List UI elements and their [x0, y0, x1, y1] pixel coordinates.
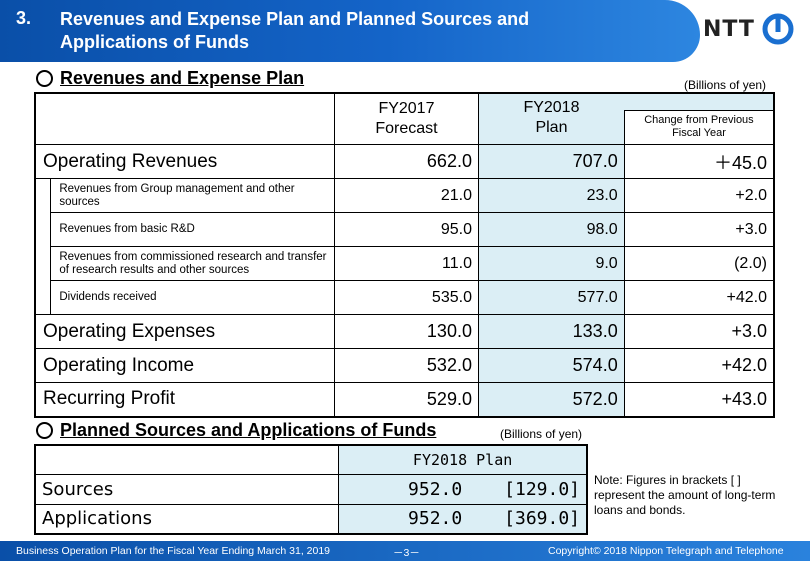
ntt-logo: NTT — [703, 13, 795, 45]
header-fy2018-line2: Plan — [535, 119, 568, 136]
row-label: Recurring Profit — [34, 382, 335, 417]
sources-applications-table: FY2018 Plan Sources 952.0 [129.0] Applic… — [34, 444, 588, 535]
indent-cell — [34, 246, 52, 281]
row-label: Operating Income — [34, 348, 335, 383]
cell-fy2017: 11.0 — [333, 246, 479, 281]
header-change-line1: Change from Previous — [644, 114, 754, 126]
table-row: Recurring Profit 529.0 572.0 +43.0 — [34, 382, 775, 417]
cell-fy2018: 9.0 — [477, 246, 625, 281]
section1-title: Revenues and Expense Plan — [36, 68, 304, 89]
note-text: Note: Figures in brackets [ ] represent … — [594, 473, 776, 517]
cell-change: +42.0 — [623, 280, 775, 315]
header-band: 3. Revenues and Expense Plan and Planned… — [0, 0, 700, 62]
table-header-row: FY2017 Forecast FY2018 Plan Change from … — [34, 92, 775, 145]
table-row: Revenues from Group management and other… — [34, 178, 775, 213]
cell-fy2018: 572.0 — [477, 382, 625, 417]
footer-copyright: Copyright© 2018 Nippon Telegraph and Tel… — [548, 545, 784, 557]
row-label: Dividends received — [50, 280, 335, 315]
cell-fy2018: 133.0 — [477, 314, 625, 349]
cell-fy2018: 98.0 — [477, 212, 625, 247]
bullet-circle-icon — [36, 70, 53, 87]
cell-value: 952.0 — [338, 473, 471, 505]
cell-bracket: [369.0] — [470, 503, 588, 535]
revenue-expense-table: FY2017 Forecast FY2018 Plan Change from … — [34, 92, 775, 418]
header-change-line2: Fiscal Year — [672, 127, 726, 139]
cell-bracket: [129.0] — [470, 473, 588, 505]
page-title-line2: Applications of Funds — [60, 32, 249, 52]
table-row: Dividends received 535.0 577.0 +42.0 — [34, 280, 775, 315]
section1-unit: (Billions of yen) — [684, 78, 767, 92]
logo-text: NTT — [703, 16, 755, 42]
section1-title-text: Revenues and Expense Plan — [60, 68, 305, 88]
cell-value: 952.0 — [338, 503, 471, 535]
table-header-row: FY2018 Plan — [34, 444, 588, 475]
page-title-line1: Revenues and Expense Plan and Planned So… — [60, 9, 530, 29]
header-fy2017-line2: Forecast — [375, 120, 438, 137]
cell-fy2017: 21.0 — [333, 178, 479, 213]
page-number: －3－ — [393, 547, 420, 559]
cell-change: +43.0 — [623, 382, 775, 417]
header-empty-cell — [34, 444, 340, 475]
header-fy2018: FY2018 Plan Change from Previous Fiscal … — [477, 92, 775, 145]
section2-unit: (Billions of yen) — [500, 427, 583, 441]
cell-fy2017: 662.0 — [333, 144, 479, 179]
cell-fy2018: 574.0 — [477, 348, 625, 383]
cell-change: (2.0) — [623, 246, 775, 281]
footer: Business Operation Plan for the Fiscal Y… — [0, 541, 810, 561]
cell-change: +2.0 — [623, 178, 775, 213]
footer-left: Business Operation Plan for the Fiscal Y… — [16, 545, 331, 557]
row-label: Sources — [34, 473, 340, 505]
row-label: Revenues from Group management and other… — [50, 178, 335, 213]
header-empty-cell — [34, 92, 335, 145]
indent-cell — [34, 280, 52, 315]
header: 3. Revenues and Expense Plan and Planned… — [0, 0, 810, 62]
table-row: Operating Expenses 130.0 133.0 +3.0 — [34, 314, 775, 349]
bullet-circle-icon — [36, 422, 53, 439]
section2-title-text: Planned Sources and Applications of Fund… — [60, 420, 437, 440]
ntt-logo-icon — [762, 13, 794, 45]
header-fy2017-line1: FY2017 — [378, 100, 435, 117]
indent-cell — [34, 212, 52, 247]
row-label: Operating Expenses — [34, 314, 335, 349]
row-label: Operating Revenues — [34, 144, 335, 179]
table-row: Revenues from commissioned research and … — [34, 246, 775, 281]
table-row: Applications 952.0 [369.0] — [34, 503, 588, 535]
cell-change: +3.0 — [623, 314, 775, 349]
cell-fy2018: 23.0 — [477, 178, 625, 213]
cell-fy2017: 130.0 — [333, 314, 479, 349]
cell-change: +3.0 — [623, 212, 775, 247]
header-fy2017: FY2017 Forecast — [333, 92, 479, 145]
table-row: Operating Revenues 662.0 707.0 ＋45.0 — [34, 144, 775, 179]
cell-change: +42.0 — [623, 348, 775, 383]
table-row: Revenues from basic R&D 95.0 98.0 +3.0 — [34, 212, 775, 247]
indent-cell — [34, 178, 52, 213]
section-number: 3. — [16, 8, 32, 28]
cell-change: ＋45.0 — [623, 144, 775, 179]
cell-fy2017: 529.0 — [333, 382, 479, 417]
cell-fy2017: 535.0 — [333, 280, 479, 315]
cell-fy2017: 95.0 — [333, 212, 479, 247]
cell-fy2018: 577.0 — [477, 280, 625, 315]
row-label: Applications — [34, 503, 340, 535]
cell-fy2018: 707.0 — [477, 144, 625, 179]
section2-title: Planned Sources and Applications of Fund… — [36, 420, 436, 441]
table-row: Operating Income 532.0 574.0 +42.0 — [34, 348, 775, 383]
page-title: Revenues and Expense Plan and Planned So… — [60, 8, 620, 54]
table-row: Sources 952.0 [129.0] — [34, 473, 588, 505]
header-change: Change from Previous Fiscal Year — [623, 110, 773, 144]
header-fy2018-line1: FY2018 — [523, 99, 580, 116]
row-label: Revenues from commissioned research and … — [50, 246, 335, 281]
row-label: Revenues from basic R&D — [50, 212, 335, 247]
header-fy2018-plan: FY2018 Plan — [338, 444, 588, 475]
cell-fy2017: 532.0 — [333, 348, 479, 383]
